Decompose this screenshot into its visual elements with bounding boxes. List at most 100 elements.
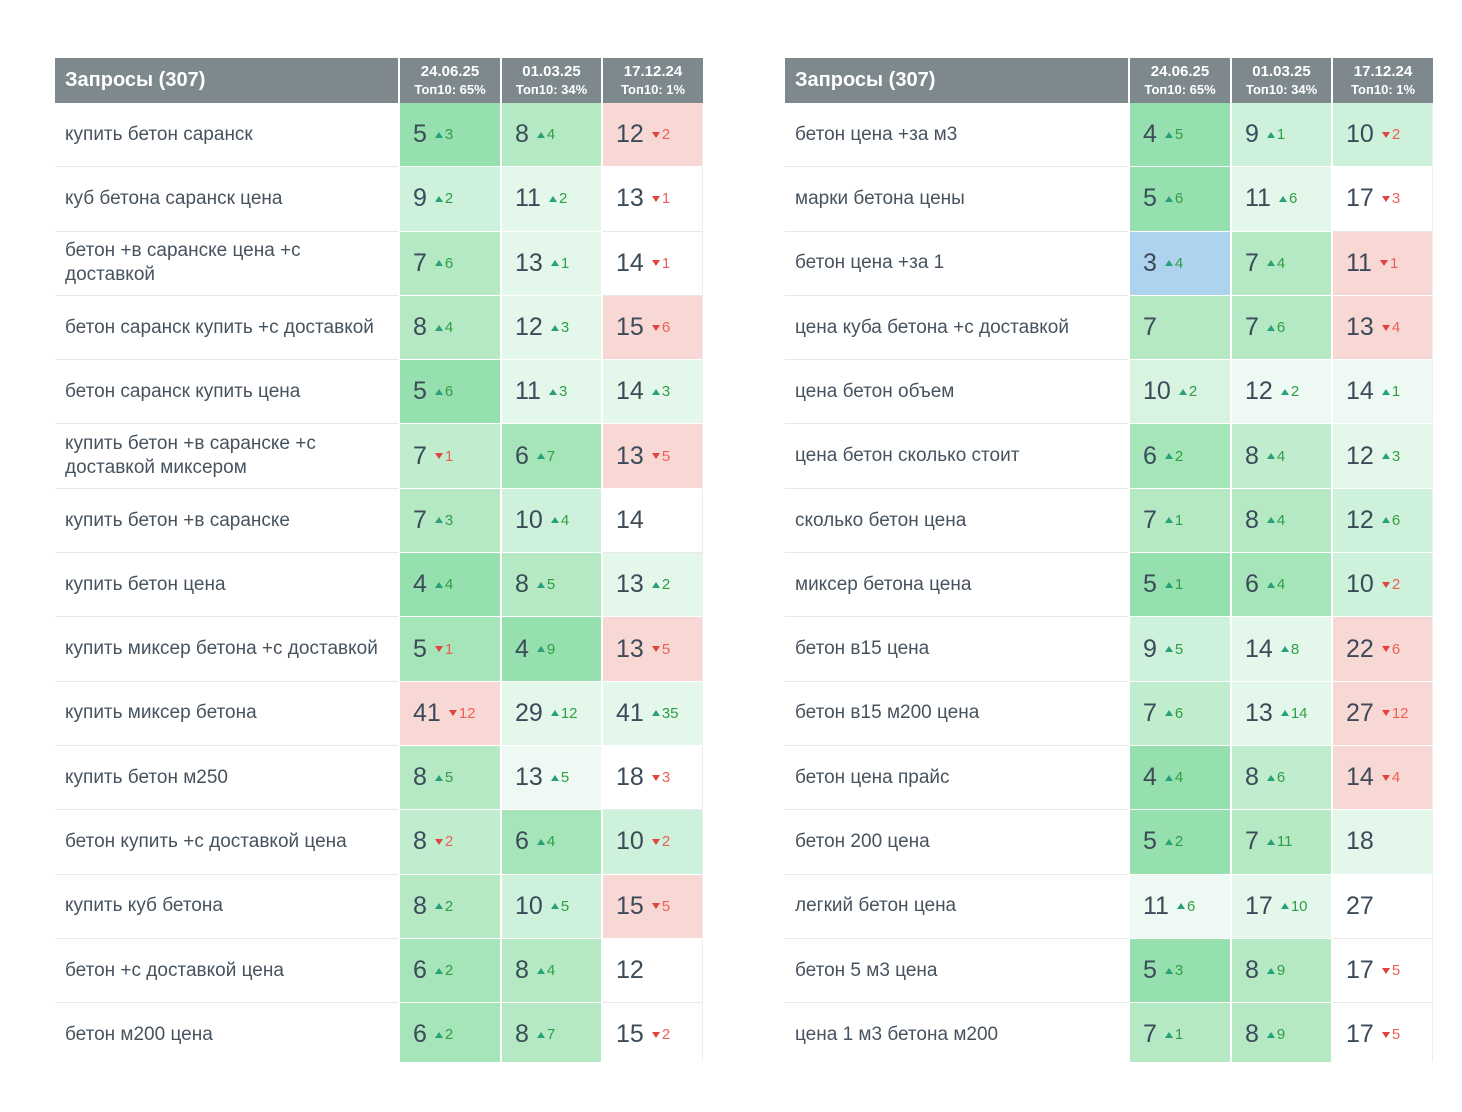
table-row[interactable]: купить миксер бетона 41 12 29 12 41 35 xyxy=(55,681,703,746)
table-row[interactable]: марки бетона цены 5 6 11 6 17 3 xyxy=(785,167,1433,232)
position-change: 1 xyxy=(651,254,671,272)
header-top10-label: Топ10: 65% xyxy=(1144,82,1216,98)
position-cell: 41 35 xyxy=(601,681,703,746)
positions-table-left: Запросы (307) 24.06.25 Топ10: 65% 01.03.25 Т… xyxy=(55,58,703,1062)
table-row[interactable]: бетон цена прайс 4 4 8 6 14 4 xyxy=(785,745,1433,811)
arrow-up-icon xyxy=(1164,838,1173,845)
position-value: 10 xyxy=(616,827,644,856)
table-row[interactable]: бетон саранск купить цена 5 6 11 3 14 3 xyxy=(55,360,703,425)
change-value: 2 xyxy=(1391,126,1401,144)
position-value: 4 xyxy=(515,634,529,663)
change-value: 4 xyxy=(1276,447,1286,465)
position-value: 3 xyxy=(1143,248,1157,277)
table-row[interactable]: купить бетон м250 8 5 13 5 18 3 xyxy=(55,745,703,811)
position-change: 3 xyxy=(434,512,453,529)
position-change: 6 xyxy=(1266,769,1285,786)
position-change: 4 xyxy=(434,576,453,593)
position-value: 5 xyxy=(413,377,427,406)
header-date-label: 24.06.25 xyxy=(1150,63,1210,81)
position-cell: 14 1 xyxy=(601,231,703,296)
arrow-up-icon xyxy=(1266,131,1275,138)
table-row[interactable]: бетон купить +с доставкой цена 8 2 6 4 10 2 xyxy=(55,810,703,875)
table-row[interactable]: цена бетон объем 10 2 12 2 14 1 xyxy=(785,360,1433,425)
arrow-down-icon xyxy=(651,774,660,781)
position-value: 7 xyxy=(413,505,427,534)
position-cell: 12 2 xyxy=(1230,360,1331,425)
position-value: 14 xyxy=(616,248,644,277)
table-row[interactable]: цена куба бетона +с доставкой 7 7 6 13 4 xyxy=(785,295,1433,361)
table-row[interactable]: бетон в15 м200 цена 7 6 13 14 27 12 xyxy=(785,681,1433,746)
change-value: 2 xyxy=(1174,833,1184,851)
table-row[interactable]: миксер бетона цена 5 1 6 4 10 2 xyxy=(785,553,1433,618)
change-value: 6 xyxy=(661,319,671,337)
arrow-up-icon xyxy=(550,903,559,910)
change-value: 2 xyxy=(1188,383,1198,401)
arrow-up-icon xyxy=(550,260,559,267)
position-change: 1 xyxy=(1381,383,1400,400)
table-row[interactable]: купить бетон +в саранске +с доставкой ми… xyxy=(55,424,703,489)
table-row[interactable]: цена бетон сколько стоит 6 2 8 4 12 3 xyxy=(785,424,1433,489)
tables-container: Запросы (307) 24.06.25 Топ10: 65% 01.03.25 Т… xyxy=(55,58,1433,1062)
table-row[interactable]: бетон +в саранске цена +с доставкой 7 6 13 1… xyxy=(55,231,703,296)
table-row[interactable]: бетон саранск купить +с доставкой 8 4 12 3 15… xyxy=(55,295,703,361)
change-value: 4 xyxy=(546,126,556,144)
table-row[interactable]: бетон 200 цена 5 2 7 11 18 xyxy=(785,810,1433,875)
position-change: 5 xyxy=(1381,962,1400,979)
arrow-up-icon xyxy=(1280,646,1289,653)
arrow-up-icon xyxy=(1381,388,1390,395)
change-value: 1 xyxy=(1174,511,1184,529)
table-row[interactable]: бетон 5 м3 цена 5 3 8 9 17 5 xyxy=(785,938,1433,1004)
query-cell: миксер бетона цена xyxy=(785,553,1128,618)
table-row[interactable]: куб бетона саранск цена 9 2 11 2 13 1 xyxy=(55,167,703,232)
arrow-down-icon xyxy=(1379,260,1388,267)
position-change: 14 xyxy=(1280,705,1308,722)
table-row[interactable]: бетон цена +за м3 4 5 9 1 10 2 xyxy=(785,103,1433,168)
table-row[interactable]: бетон цена +за 1 3 4 7 4 11 1 xyxy=(785,231,1433,296)
table-row[interactable]: цена 1 м3 бетона м200 7 1 8 9 17 5 xyxy=(785,1003,1433,1062)
queries-column-header: Запросы (307) xyxy=(795,69,936,91)
position-cell: 10 2 xyxy=(1331,553,1433,618)
arrow-down-icon xyxy=(651,646,660,653)
arrow-up-icon xyxy=(1164,967,1173,974)
position-cell: 10 5 xyxy=(500,874,601,939)
table-row[interactable]: бетон +с доставкой цена 6 2 8 4 12 xyxy=(55,938,703,1004)
position-change: 2 xyxy=(1164,448,1183,465)
table-row[interactable]: купить бетон цена 4 4 8 5 13 2 xyxy=(55,553,703,618)
table-row[interactable]: купить бетон +в саранске 7 3 10 4 14 xyxy=(55,488,703,554)
position-cell: 13 14 xyxy=(1230,681,1331,746)
date-column-header: 01.03.25 Топ10: 34% xyxy=(1230,58,1331,103)
table-row[interactable]: сколько бетон цена 7 1 8 4 12 6 xyxy=(785,488,1433,554)
position-value: 6 xyxy=(413,1020,427,1049)
arrow-up-icon xyxy=(1176,903,1185,910)
change-value: 1 xyxy=(661,254,671,272)
arrow-down-icon xyxy=(1381,324,1390,331)
position-value: 7 xyxy=(1143,313,1157,342)
arrow-up-icon xyxy=(1178,388,1187,395)
position-value: 12 xyxy=(616,120,644,149)
table-row[interactable]: купить куб бетона 8 2 10 5 15 5 xyxy=(55,874,703,939)
change-value: 12 xyxy=(1391,704,1409,722)
table-row[interactable]: купить миксер бетона +с доставкой 5 1 4 9 13 5 xyxy=(55,617,703,682)
change-value: 3 xyxy=(1391,447,1401,465)
change-value: 5 xyxy=(444,769,454,787)
arrow-up-icon xyxy=(1164,710,1173,717)
table-row[interactable]: бетон м200 цена 6 2 8 7 15 2 xyxy=(55,1003,703,1062)
position-cell: 11 6 xyxy=(1128,874,1230,939)
table-row[interactable]: легкий бетон цена 11 6 17 10 27 xyxy=(785,874,1433,939)
position-change: 4 xyxy=(1381,319,1400,336)
change-value: 8 xyxy=(1290,640,1300,658)
table-row[interactable]: бетон в15 цена 9 5 14 8 22 6 xyxy=(785,617,1433,682)
query-cell: купить миксер бетона xyxy=(55,682,398,746)
query-cell: бетон +с доставкой цена xyxy=(55,939,398,1004)
table-row[interactable]: купить бетон саранск 5 3 8 4 12 2 xyxy=(55,103,703,168)
change-value: 9 xyxy=(546,640,556,658)
position-change: 4 xyxy=(536,962,555,979)
position-value: 22 xyxy=(1346,634,1374,663)
